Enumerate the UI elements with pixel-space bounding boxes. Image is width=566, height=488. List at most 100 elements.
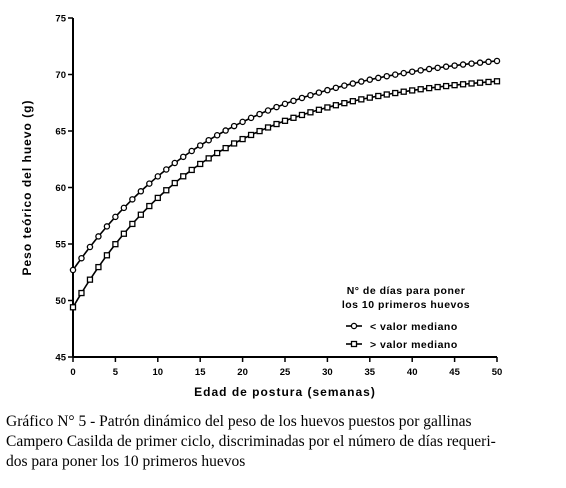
series-2-point <box>112 241 119 248</box>
series-1-point <box>103 223 111 230</box>
y-tick-label: 70 <box>55 70 66 81</box>
series-2-point <box>180 173 187 180</box>
series-2-point <box>307 109 314 116</box>
x-tick-label: 50 <box>492 367 503 378</box>
series-1-point <box>205 136 212 144</box>
series-1-point <box>256 110 263 118</box>
series-1-point <box>78 254 85 262</box>
series-1-point <box>69 266 77 274</box>
series-2-point <box>222 144 229 152</box>
series-2-point <box>417 86 424 93</box>
series-2-point <box>95 263 102 271</box>
y-tick-label: 50 <box>55 296 66 307</box>
series-2-point <box>273 120 280 128</box>
series-2-point <box>459 81 467 88</box>
series-1-point <box>264 107 272 114</box>
series-2-point <box>485 78 492 86</box>
series-2-point <box>468 80 475 87</box>
series-2-point <box>171 179 178 187</box>
series-2-point <box>349 98 356 105</box>
series-1-point <box>298 94 306 102</box>
series-2-point <box>146 202 153 210</box>
series-2-point <box>315 106 323 113</box>
series-2-point <box>442 82 450 90</box>
series-2-point <box>69 304 77 311</box>
series-1-point <box>196 142 204 149</box>
series-2-point <box>324 104 331 111</box>
series-2-point <box>298 111 306 119</box>
series-1-point <box>307 91 314 99</box>
x-axis-label: Edad de postura (semanas) <box>194 385 376 399</box>
y-tick-label: 75 <box>55 14 66 25</box>
series-1-point <box>391 71 399 78</box>
series-2-point <box>281 117 289 124</box>
series-1-point <box>383 72 391 80</box>
series-1-point <box>222 127 229 134</box>
series-1-point <box>112 213 119 221</box>
series-1-point <box>341 82 348 89</box>
legend-swatch-marker <box>350 322 358 330</box>
series-1-point <box>349 80 357 87</box>
series-2-point <box>341 100 348 107</box>
series-1-point <box>375 74 382 82</box>
series-1-point <box>86 243 94 251</box>
series-2-point <box>247 131 255 139</box>
y-tick-label: 65 <box>55 127 66 138</box>
series-2-point <box>120 230 128 237</box>
series-1-point <box>417 67 424 74</box>
series-2-point <box>434 83 441 91</box>
x-tick-label: 45 <box>449 367 460 378</box>
caption-line-1: Gráfico N° 5 - Patrón dinámico del peso … <box>6 413 472 430</box>
series-1-point <box>247 114 255 122</box>
series-2-point <box>375 92 382 100</box>
legend-title-line-2: los 10 primeros huevos <box>342 299 470 311</box>
series-1-point <box>120 204 128 212</box>
series-2-point <box>197 160 204 168</box>
x-tick-label: 15 <box>195 367 206 378</box>
series-1-point <box>468 60 475 67</box>
series-2-point <box>392 89 399 97</box>
series-1-point <box>366 76 374 83</box>
series-1-point <box>154 173 162 180</box>
series-line-1 <box>72 60 498 271</box>
series-1-point <box>451 62 458 69</box>
series-2-point <box>163 187 170 194</box>
legend-entry-label: < valor mediano <box>370 321 458 333</box>
series-1-point <box>281 100 289 108</box>
series-2-point <box>129 220 136 228</box>
series-2-point <box>264 124 272 131</box>
series-1-point <box>324 86 331 94</box>
series-1-point <box>408 68 416 75</box>
legend-entry-label: > valor mediano <box>370 339 458 351</box>
y-axis-label: Peso teórico del huevo (g) <box>20 99 34 275</box>
series-1-point <box>485 58 492 66</box>
series-2-point <box>239 135 246 143</box>
series-1-point <box>425 65 433 73</box>
series-1-point <box>315 89 323 96</box>
x-tick-label: 30 <box>322 367 333 378</box>
legend-swatch-marker <box>350 340 358 348</box>
series-1-point <box>188 147 195 155</box>
series-2-point <box>290 114 297 121</box>
series-2-point <box>493 78 501 85</box>
series-2-point <box>86 276 94 283</box>
series-1-point <box>434 64 441 72</box>
series-1-point <box>358 78 365 85</box>
series-1-point <box>442 63 450 70</box>
series-2-point <box>358 96 365 103</box>
series-2-point <box>188 166 195 174</box>
caption-line-2: Campero Casilda de primer ciclo, discrim… <box>6 433 496 450</box>
series-1-point <box>230 122 238 130</box>
x-tick-label: 5 <box>113 367 119 378</box>
y-tick-label: 45 <box>55 353 66 364</box>
y-tick-label: 55 <box>55 240 66 251</box>
caption-line-3: dos para poner los 10 primeros huevos <box>6 453 246 470</box>
series-1-point <box>273 103 280 111</box>
series-2-point <box>451 82 458 89</box>
series-1-point <box>493 57 501 65</box>
series-1-point <box>459 61 467 68</box>
x-tick-label: 40 <box>407 367 418 378</box>
series-1-point <box>239 118 246 126</box>
series-1-point <box>179 153 187 161</box>
legend-title-line-1: N° de días para poner <box>347 285 466 297</box>
